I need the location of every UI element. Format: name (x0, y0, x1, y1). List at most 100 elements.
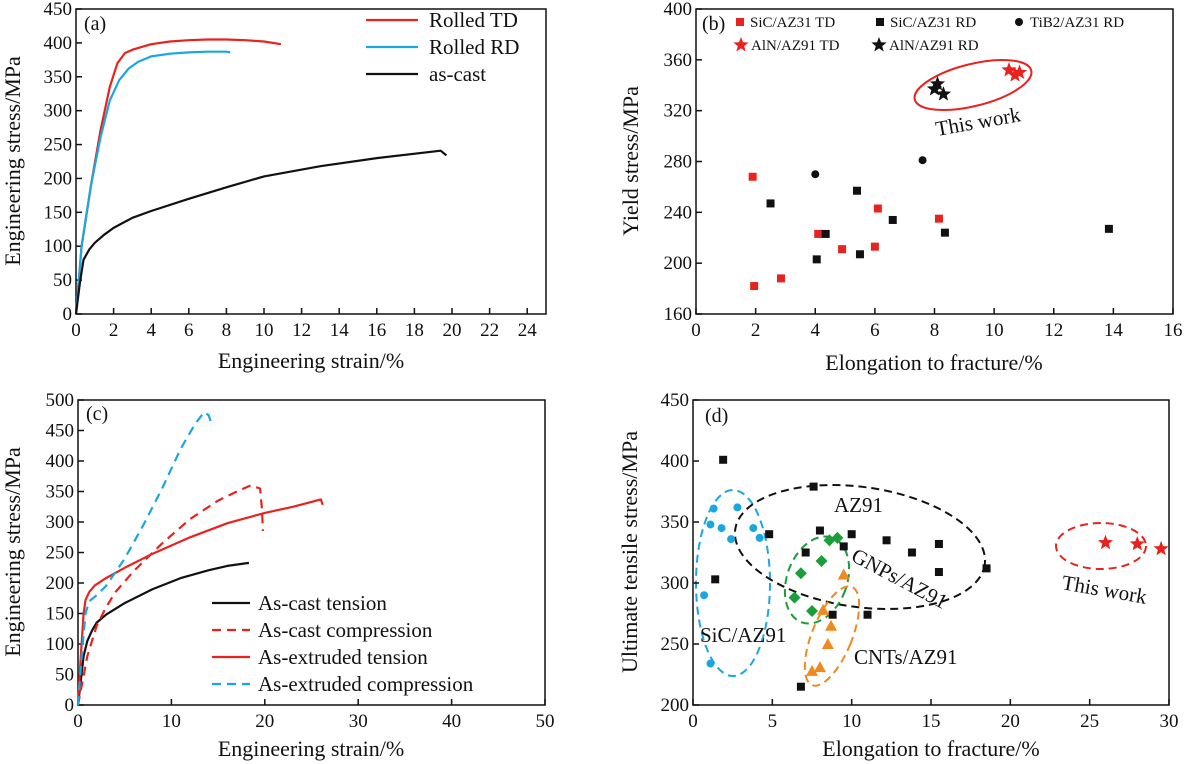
panel-c-legend-label: As-cast tension (258, 591, 387, 615)
panel-d-point-az91 (934, 539, 943, 548)
panel-d-point-cnts-az91 (813, 661, 826, 673)
panel-d-point-az91 (711, 575, 720, 584)
panel-a-xtick-label: 10 (255, 320, 274, 341)
panel-b-point-aln-az91-td (1007, 67, 1023, 82)
panel-b-legend-marker (736, 18, 744, 26)
panel-a-ytick-label: 100 (44, 236, 73, 257)
panel-d-ylabel: Ultimate tensile stress/MPa (617, 431, 642, 673)
panel-c-ytick-label: 150 (46, 604, 75, 625)
panel-a-ytick-label: 450 (44, 0, 73, 20)
panel-c-ytick-label: 200 (46, 573, 75, 594)
panel-d-gnps-ellipse (783, 535, 851, 625)
panel-b-xtick-label: 16 (1164, 320, 1183, 341)
panel-a-ytick-label: 350 (44, 67, 73, 88)
panel-c-label: (c) (86, 403, 108, 425)
panel-a-xtick-label: 6 (184, 320, 194, 341)
panel-d-xtick-label: 0 (688, 711, 698, 732)
panel-d-point-sic-az91 (709, 504, 718, 513)
panel-d-point-gnps-az91 (831, 531, 844, 544)
panel-d-point-az91 (828, 610, 837, 619)
panel-a-legend-label: Rolled TD (429, 8, 518, 32)
panel-d-point-az91 (719, 455, 728, 464)
panel-d-point-sic-az91 (706, 520, 715, 529)
panel-a-ytick-label: 300 (44, 101, 73, 122)
panel-d-point-az91 (839, 542, 848, 551)
panel-b-xtick-label: 0 (691, 320, 701, 341)
panel-d-group-label-sic: SiC/AZ91 (700, 623, 786, 647)
panel-a-xtick-label: 2 (109, 320, 119, 341)
panel-b-ytick-label: 160 (664, 304, 693, 325)
panel-b-xtick-label: 12 (1044, 320, 1063, 341)
panel-b-legend-marker (733, 37, 749, 52)
panel-d-ytick-label: 350 (661, 512, 690, 533)
panel-a-xtick-label: 12 (292, 320, 311, 341)
panel-c-ytick-label: 0 (65, 695, 75, 716)
panel-d-group-label-gnps: GNPs/AZ91 (848, 543, 952, 613)
panel-a-ytick-label: 200 (44, 168, 73, 189)
panel-d-point-cnts-az91 (821, 638, 834, 649)
panel-c-series-as-cast-compression (76, 484, 264, 706)
panel-d-point-gnps-az91 (806, 605, 818, 618)
panel-b-point-sic-az31-rd (852, 186, 861, 195)
panel-b-point-sic-az31-rd (855, 250, 864, 259)
panel-b-point-tib2-az31-rd (811, 170, 820, 179)
panel-d-xtick-label: 20 (1001, 711, 1020, 732)
panel-d-point-this-work (1153, 540, 1169, 556)
panel-a-legend-label: Rolled RD (429, 35, 519, 59)
panel-b-point-sic-az31-rd (940, 228, 949, 237)
panel-a-frame (75, 8, 547, 315)
panel-d-this-work-ellipse (1055, 522, 1147, 570)
panel-b-xtick-label: 6 (870, 320, 880, 341)
panel-a-xlabel: Engineering strain/% (218, 348, 404, 373)
panel-d-point-cnts-az91 (825, 619, 838, 631)
panel-d-point-cnts-az91 (806, 664, 818, 676)
panel-d-point-cnts-az91 (817, 603, 830, 615)
panel-b-point-sic-az31-rd (1104, 224, 1113, 233)
panel-a-label: (a) (84, 13, 106, 35)
panel-b-xtick-label: 8 (930, 320, 940, 341)
panel-a-ytick-label: 250 (44, 135, 73, 156)
panel-b-ytick-label: 200 (664, 253, 693, 274)
panel-d-uts-vs-elongation: (d) Elongation to fracture/% Ultimate te… (617, 390, 1179, 761)
panel-d-point-sic-az91 (700, 591, 709, 600)
panel-c-xtick-label: 40 (442, 711, 461, 732)
panel-d-point-az91 (815, 526, 824, 535)
panel-b-legend-marker (1015, 18, 1023, 26)
panel-a-legend-label: as-cast (429, 62, 486, 86)
panel-b-point-aln-az91-rd (929, 76, 946, 91)
panel-b-legend-label: TiB2/AZ31 RD (1030, 15, 1124, 31)
panel-b-legend-marker (876, 18, 884, 26)
panel-b-ylabel: Yield stress/MPa (618, 86, 643, 236)
panel-d-point-az91 (796, 682, 805, 691)
panel-d-xtick-label: 10 (842, 711, 861, 732)
panel-c-xtick-label: 30 (349, 711, 368, 732)
panel-b-point-sic-az31-rd (821, 229, 830, 238)
panel-c-xtick-label: 0 (73, 711, 83, 732)
panel-b-point-aln-az91-td (1001, 62, 1017, 77)
panel-a-xtick-label: 14 (330, 320, 350, 341)
panel-a-series-rolled-rd (74, 50, 231, 315)
panel-b-point-sic-az31-rd (766, 199, 775, 208)
panel-b-point-sic-az31-td (748, 172, 757, 181)
panel-b-ytick-label: 240 (664, 202, 693, 223)
panel-a-xtick-label: 16 (367, 320, 386, 341)
panel-d-cnts-ellipse (803, 585, 861, 687)
panel-c-ytick-label: 250 (46, 543, 75, 564)
panel-b-frame (695, 8, 1174, 315)
panel-a-ytick-label: 150 (44, 202, 73, 223)
panel-d-xlabel: Elongation to fracture/% (822, 736, 1039, 761)
panel-b-xtick-label: 10 (985, 320, 1004, 341)
panel-b-point-tib2-az31-rd (918, 156, 927, 165)
panel-b-ytick-label: 280 (664, 152, 693, 173)
panel-d-point-cnts-az91 (837, 568, 850, 580)
panel-a-series-as-cast (74, 149, 448, 315)
panel-d-label: (d) (705, 405, 728, 427)
panel-b-legend-label: AlN/AZ91 RD (889, 38, 979, 54)
panel-c-ylabel: Engineering stress/MPa (0, 447, 25, 657)
panel-c-legend-label: As-cast compression (258, 618, 433, 642)
panel-b-ytick-label: 320 (664, 101, 693, 122)
panel-d-point-az91 (801, 548, 810, 557)
panel-d-point-az91 (982, 564, 991, 573)
panel-a-ylabel: Engineering stress/MPa (0, 56, 25, 266)
